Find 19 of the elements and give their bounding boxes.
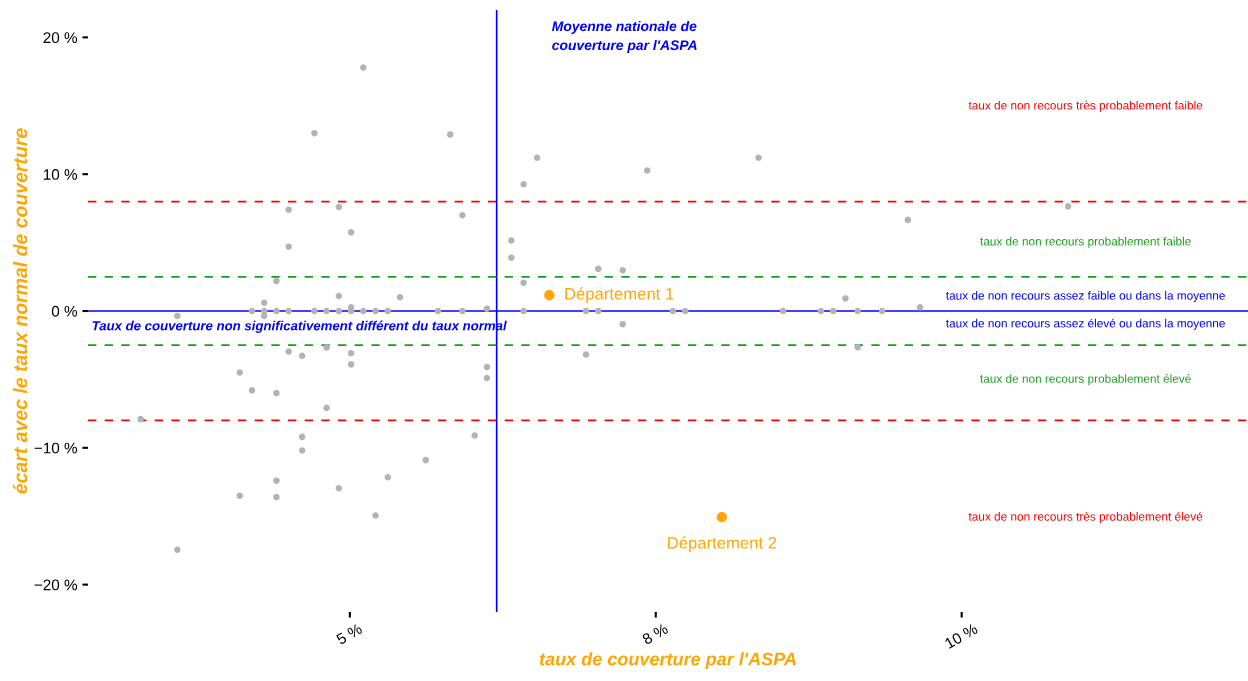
annotation: taux de non recours probablement faible bbox=[980, 236, 1191, 248]
x-tick-label: 8 % bbox=[641, 623, 669, 645]
annotation: taux de non recours probablement élevé bbox=[980, 374, 1191, 386]
x-tick-label: 5 % bbox=[335, 623, 363, 645]
y-tick-label: 0 % bbox=[51, 305, 78, 317]
y-axis-title: écart avec le taux normal de couverture bbox=[12, 128, 28, 494]
y-tick-label: 20 % bbox=[43, 32, 78, 44]
y-tick-label: −20 % bbox=[34, 579, 78, 591]
annotation: taux de non recours très probablement faible bbox=[968, 100, 1203, 112]
y-tick-label: −10 % bbox=[34, 442, 78, 454]
series-label: Département 1 bbox=[565, 287, 674, 303]
x-tick-label: 10 % bbox=[944, 623, 979, 649]
annotation: taux de non recours assez faible ou dans la moyenne bbox=[946, 291, 1225, 303]
ref-line-label: Moyenne nationale de couverture par l'ASPA bbox=[552, 20, 697, 53]
annotation: taux de non recours très probablement élevé bbox=[968, 511, 1203, 524]
annotation: taux de non recours assez élevé ou dans la moyenne bbox=[946, 318, 1225, 330]
series-label: Département 2 bbox=[668, 536, 777, 553]
x-axis-title: taux de couverture par l'ASPA bbox=[539, 652, 796, 669]
y-tick-label: 10 % bbox=[43, 169, 78, 180]
